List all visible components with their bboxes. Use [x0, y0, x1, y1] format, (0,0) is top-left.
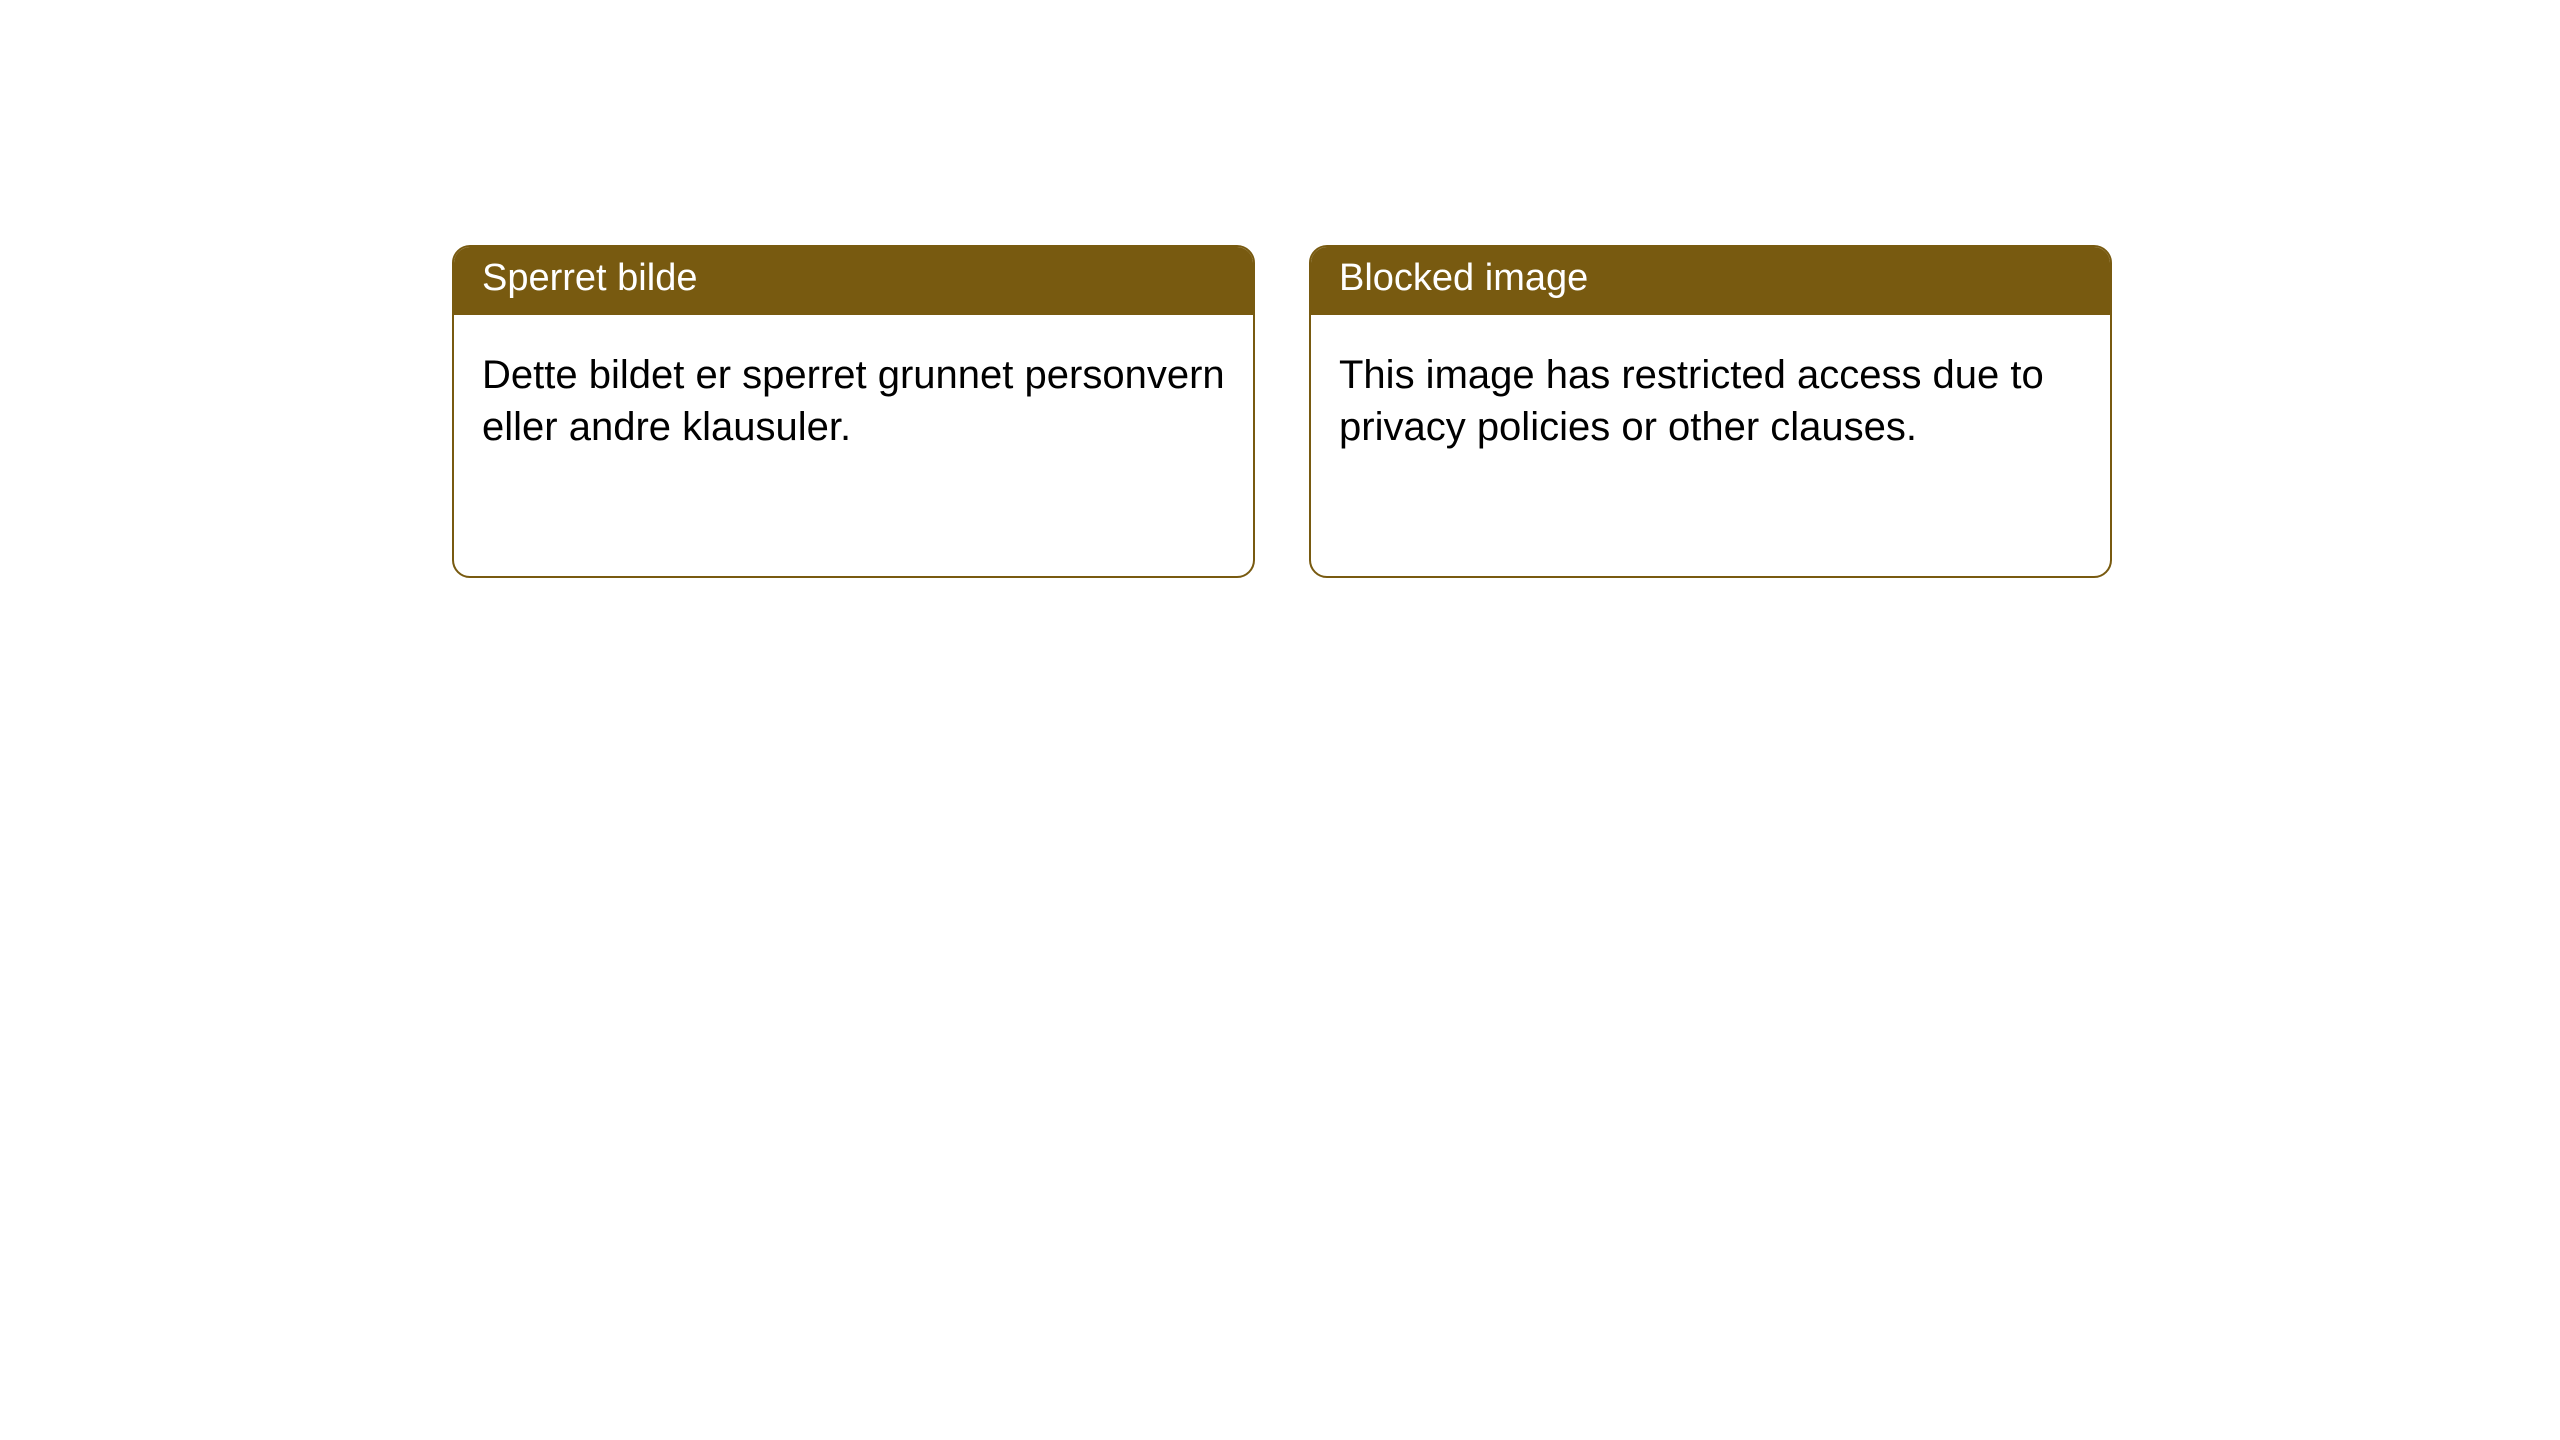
notice-card-body: Dette bildet er sperret grunnet personve… — [454, 315, 1253, 489]
notice-card-norwegian: Sperret bilde Dette bildet er sperret gr… — [452, 245, 1255, 578]
notice-card-english: Blocked image This image has restricted … — [1309, 245, 2112, 578]
notice-container: Sperret bilde Dette bildet er sperret gr… — [0, 0, 2560, 578]
notice-card-title: Blocked image — [1311, 247, 2110, 315]
notice-card-title: Sperret bilde — [454, 247, 1253, 315]
notice-card-body: This image has restricted access due to … — [1311, 315, 2110, 489]
